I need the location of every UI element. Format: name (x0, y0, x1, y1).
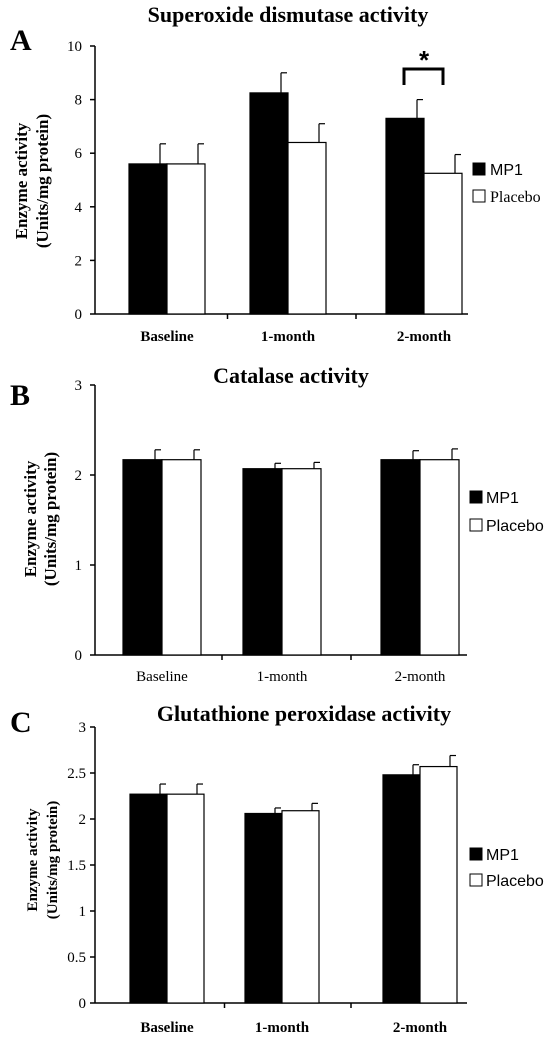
significance-bracket: * (402, 45, 445, 85)
panel-c-bar-mp1-2-month (382, 774, 421, 1004)
panel-a-ylabel-line1: Enzyme activity (12, 122, 31, 239)
panel-c-ytick-label: 3 (79, 720, 87, 736)
legend-a-placebo-swatch (472, 189, 486, 203)
panel-b-bar-placebo-baseline (161, 459, 202, 656)
legend-c: MP1 Placebo (469, 847, 544, 890)
panel-a-ytick-label: 8 (75, 93, 83, 109)
panel-b-bar-mp1-1-month (242, 468, 283, 656)
panel-a-superoxide-dismutase: A Superoxide dismutase activity Enzyme a… (10, 2, 541, 345)
legend-c-mp1-label: MP1 (486, 847, 519, 864)
panel-b-bar-placebo-1-month (281, 468, 322, 656)
panel-a-xtick-label: Baseline (140, 329, 194, 345)
panel-c-bar-placebo-baseline (166, 793, 205, 1004)
panel-a-letter: A (10, 24, 32, 57)
panel-b-bar-placebo-2-month (419, 459, 460, 656)
legend-a-mp1-swatch (472, 162, 486, 176)
panel-c-bar-mp1-baseline (129, 793, 168, 1004)
panel-a-ytick-label: 2 (75, 253, 83, 269)
panel-c-ytick-label: 1 (79, 904, 87, 920)
panel-a-bar-placebo-baseline (166, 163, 206, 315)
panel-b-xtick-label: 1-month (257, 669, 308, 685)
legend-a-placebo-label: Placebo (490, 189, 541, 206)
panel-b-ytick-label: 2 (75, 468, 83, 484)
panel-a-ytick-label: 10 (67, 39, 82, 55)
panel-c-ylabel-line1: Enzyme activity (25, 808, 41, 911)
panel-c-bar-placebo-1-month (281, 810, 320, 1004)
panel-a-xtick-label: 1-month (261, 329, 316, 345)
panel-a-bar-mp1-1-month (249, 92, 289, 315)
panel-a-bar-placebo-2-month (423, 172, 463, 315)
panel-c-ylabel-line2: (Units/mg protein) (45, 801, 61, 919)
panel-a-bar-mp1-baseline (128, 163, 168, 315)
panel-b-bar-mp1-baseline (122, 459, 163, 656)
panel-c-glutathione-peroxidase: C Glutathione peroxidase activity Enzyme… (10, 701, 544, 1036)
panel-b-xtick-label: Baseline (136, 669, 188, 685)
panel-c-ytick-label: 2.5 (67, 766, 86, 782)
panel-b-catalase: B Catalase activity Enzyme activity (Uni… (10, 363, 544, 685)
legend-b: MP1 Placebo (469, 490, 544, 535)
panel-b-title: Catalase activity (213, 363, 369, 388)
legend-b-placebo-label: Placebo (486, 518, 544, 535)
panel-b-letter: B (10, 379, 30, 412)
panel-a-ylabel-line2: (Units/mg protein) (33, 114, 52, 248)
legend-b-mp1-label: MP1 (486, 490, 519, 507)
panel-b-ytick-label: 0 (75, 648, 83, 664)
panel-b-ylabel-line1: Enzyme activity (21, 460, 40, 577)
panel-c-title: Glutathione peroxidase activity (157, 701, 451, 726)
panel-b-ytick-label: 1 (75, 558, 83, 574)
panel-c-ytick-label: 2 (79, 812, 87, 828)
panel-c-ytick-label: 0.5 (67, 950, 86, 966)
panel-c-bar-mp1-1-month (244, 812, 283, 1004)
panel-a-bar-placebo-1-month (287, 141, 327, 315)
panel-a-title: Superoxide dismutase activity (148, 2, 429, 27)
legend-b-mp1-swatch (469, 490, 483, 504)
legend-b-placebo-swatch (469, 518, 483, 532)
panel-b-ytick-label: 3 (75, 378, 83, 394)
legend-c-mp1-swatch (469, 847, 483, 861)
legend-a-mp1-label: MP1 (490, 162, 523, 179)
panel-a-ytick-label: 4 (75, 200, 83, 216)
panel-c-letter: C (10, 706, 32, 739)
panel-b-ylabel-line2: (Units/mg protein) (41, 452, 60, 586)
legend-a: MP1 Placebo (472, 162, 541, 206)
panel-c-bar-placebo-2-month (419, 765, 458, 1004)
panel-a-bar-mp1-2-month (385, 117, 425, 315)
panel-c-xtick-label: 1-month (255, 1020, 310, 1036)
panel-a-xtick-label: 2-month (397, 329, 452, 345)
panel-b-bar-mp1-2-month (380, 459, 421, 656)
bracket-line (402, 67, 445, 85)
panel-b-xtick-label: 2-month (395, 669, 446, 685)
panel-a-ytick-label: 0 (75, 307, 83, 323)
legend-c-placebo-swatch (469, 873, 483, 887)
panel-c-xtick-label: Baseline (140, 1020, 194, 1036)
panel-a-ytick-label: 6 (75, 146, 83, 162)
panel-c-ytick-label: 1.5 (67, 858, 86, 874)
legend-c-placebo-label: Placebo (486, 873, 544, 890)
significance-star: * (419, 45, 430, 75)
panel-c-xtick-label: 2-month (393, 1020, 448, 1036)
panel-c-ytick-label: 0 (79, 996, 87, 1012)
